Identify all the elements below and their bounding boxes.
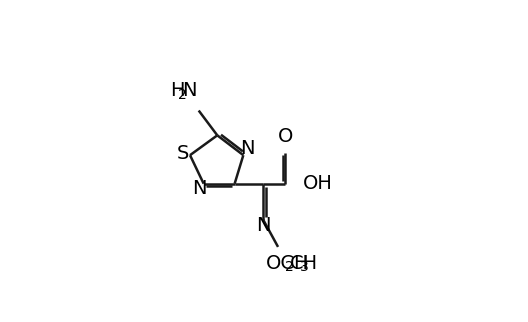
Text: 3: 3 (300, 260, 308, 274)
Text: 2: 2 (285, 260, 294, 274)
Text: N: N (182, 81, 196, 100)
Text: N: N (192, 179, 206, 198)
Text: H: H (170, 81, 185, 100)
Text: 2: 2 (177, 88, 186, 102)
Text: CH: CH (290, 253, 318, 272)
Text: O: O (278, 127, 293, 146)
Text: N: N (256, 216, 270, 235)
Text: N: N (241, 139, 255, 158)
Text: OCH: OCH (266, 253, 309, 272)
Text: OH: OH (303, 174, 333, 193)
Text: S: S (176, 145, 189, 164)
